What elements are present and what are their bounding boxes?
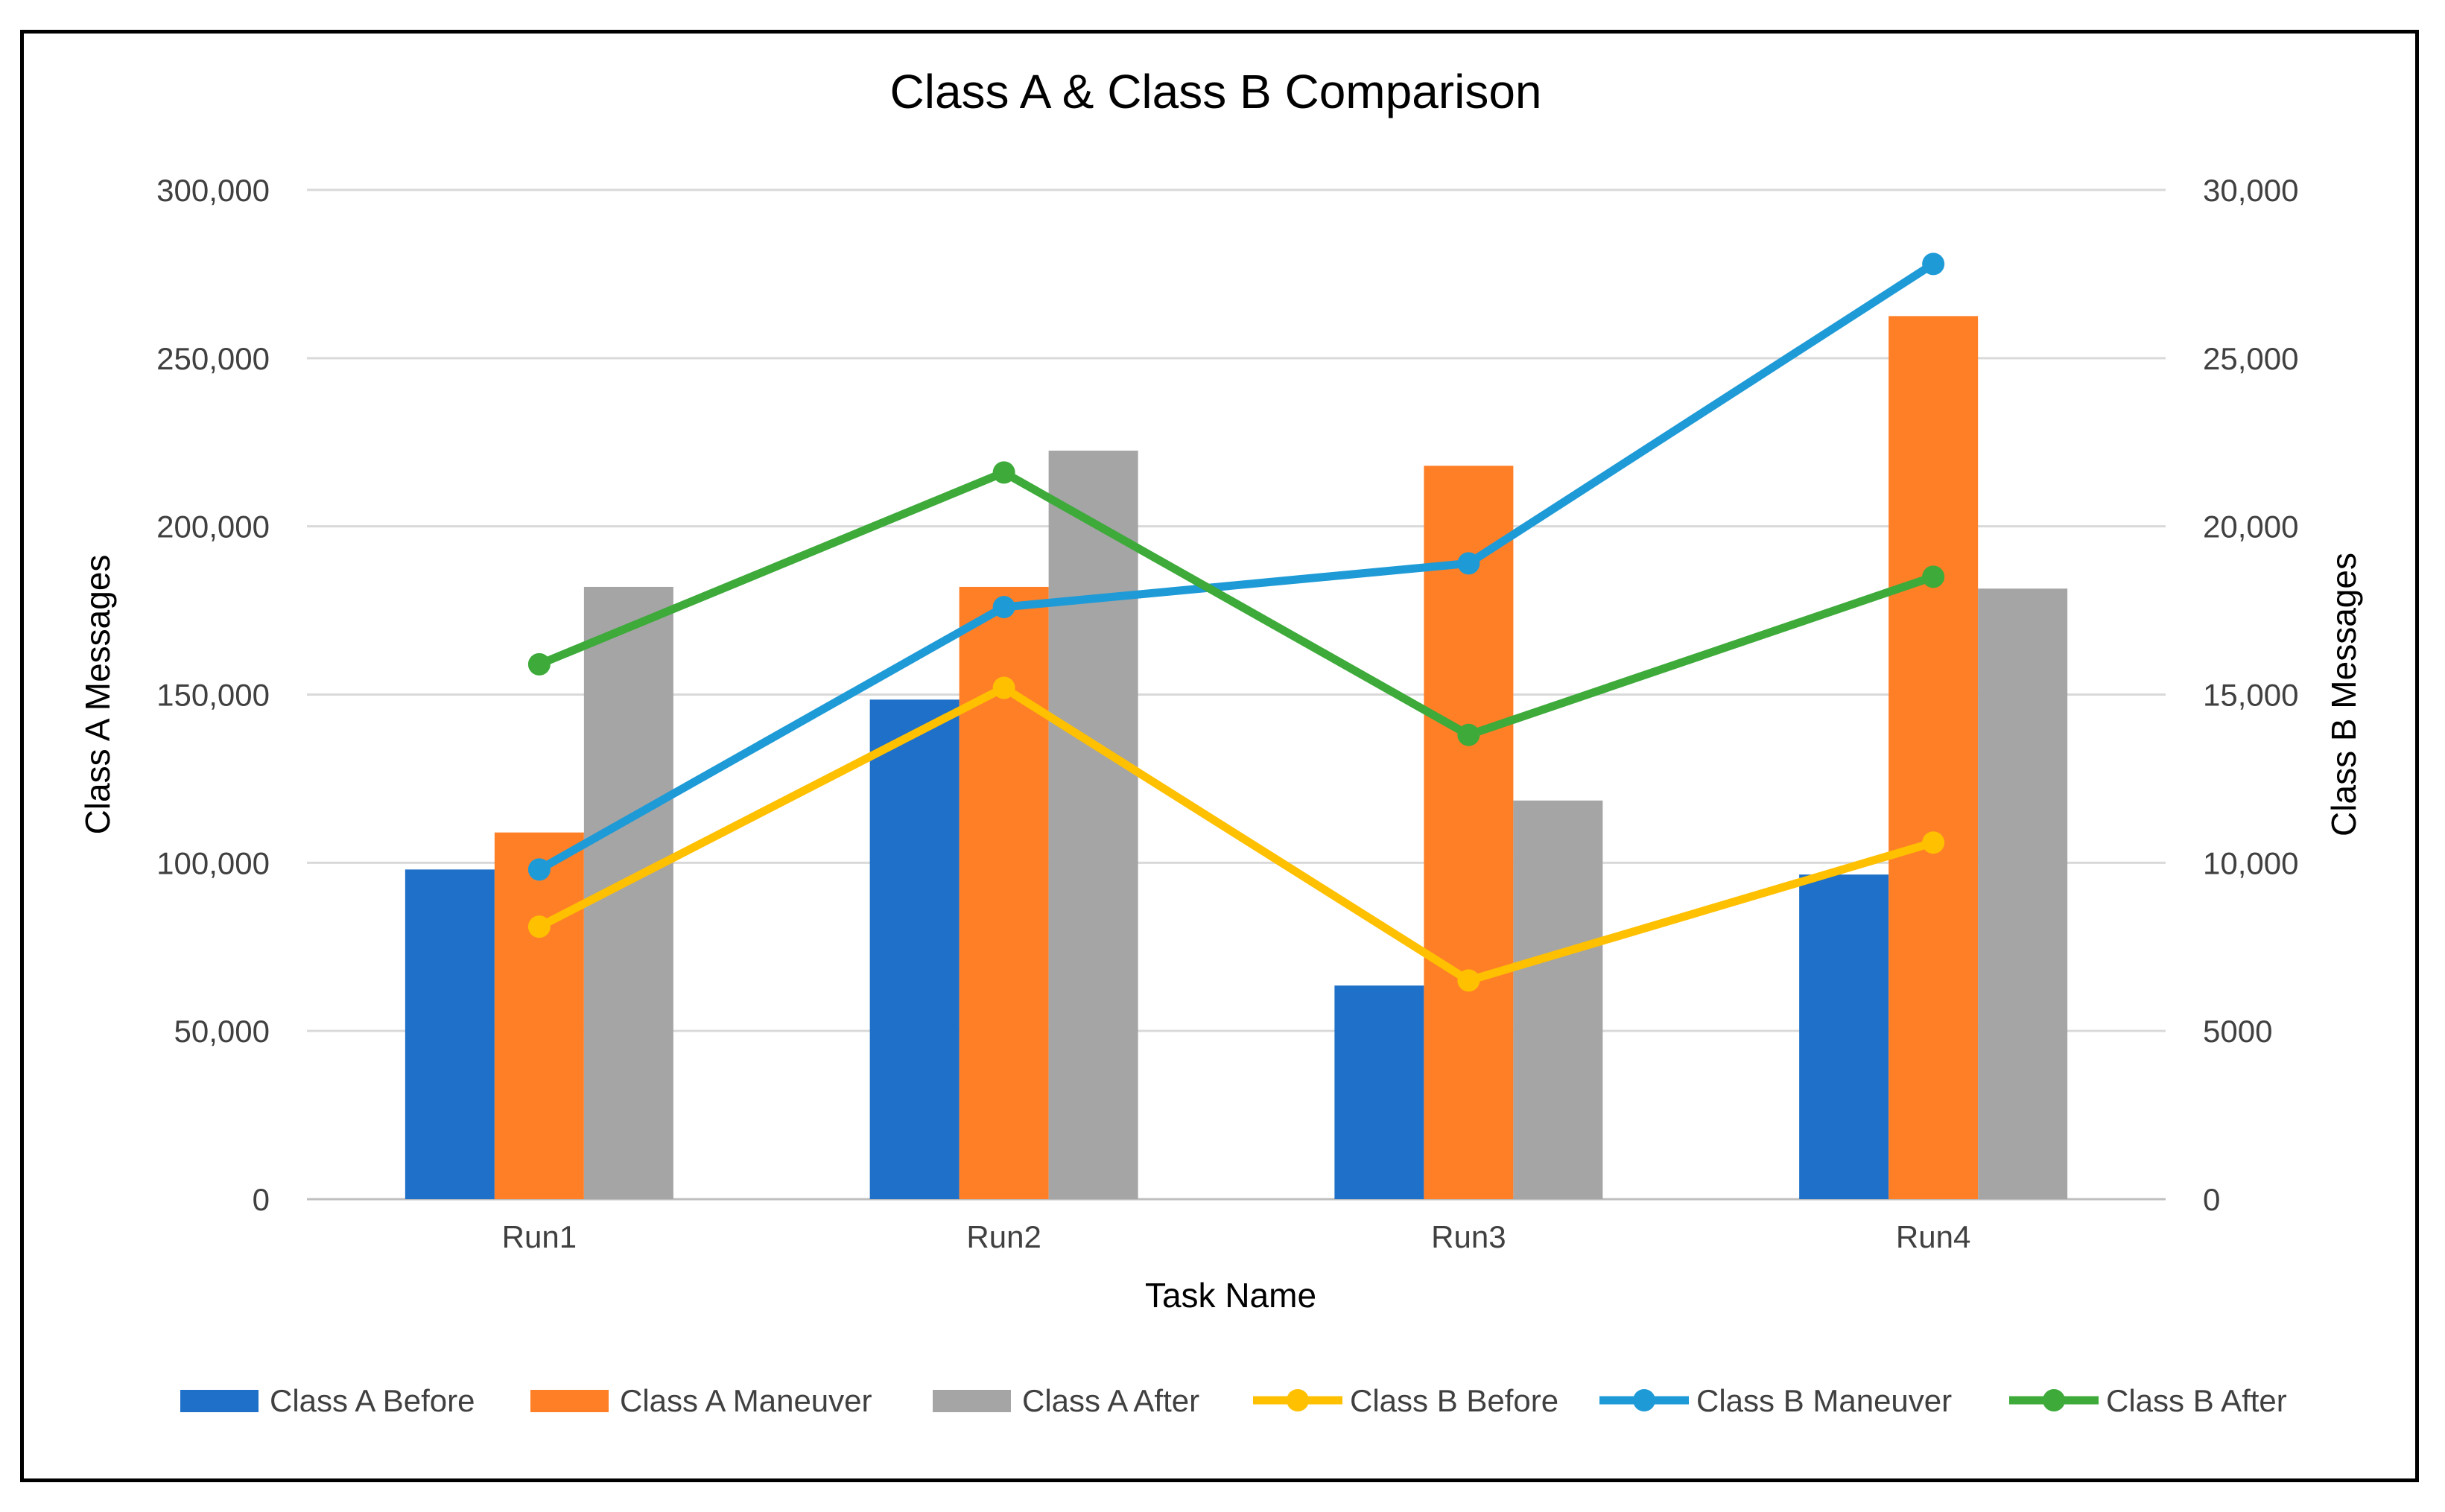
- chart-title: Class A & Class B Comparison: [890, 65, 1542, 118]
- y-right-tick-label: 0: [2203, 1182, 2220, 1217]
- x-axis-label: Task Name: [1145, 1276, 1316, 1315]
- bar-class-a-before: [1334, 985, 1424, 1199]
- legend-swatch-class-a-after: [933, 1390, 1011, 1412]
- legend-label-class-b-maneuver: Class B Maneuver: [1696, 1383, 1952, 1418]
- line-class-b-after: [535, 468, 1938, 740]
- line-series-group: [527, 252, 1945, 992]
- y-right-tick-label: 20,000: [2203, 509, 2298, 544]
- y-axis-left-label: Class A Messages: [78, 555, 117, 835]
- bar-class-a-maneuver: [1424, 466, 1514, 1199]
- legend-swatch-class-a-maneuver: [530, 1390, 609, 1412]
- marker-class-b-before: [1922, 831, 1945, 854]
- legend-label-class-b-after: Class B After: [2106, 1383, 2287, 1418]
- bar-class-a-before: [1799, 874, 1889, 1199]
- marker-class-b-before: [1457, 969, 1480, 992]
- marker-class-b-maneuver: [1922, 252, 1945, 276]
- marker-class-b-after: [992, 461, 1015, 484]
- y-right-tick-label: 10,000: [2203, 845, 2298, 880]
- bar-class-a-maneuver: [494, 832, 584, 1199]
- x-tick-label: Run3: [1431, 1219, 1506, 1254]
- legend-label-class-a-before: Class A Before: [270, 1383, 475, 1418]
- x-tick-label: Run4: [1896, 1219, 1970, 1254]
- y-right-tick-label: 25,000: [2203, 341, 2298, 376]
- line-class-b-before: [535, 683, 1938, 985]
- bar-class-a-after: [1513, 800, 1603, 1199]
- y-left-tick-label: 100,000: [156, 845, 270, 880]
- y-left-tick-label: 200,000: [156, 509, 270, 544]
- marker-class-b-maneuver: [1457, 552, 1480, 575]
- y-right-tick-label: 5000: [2203, 1014, 2272, 1049]
- marker-class-b-after: [1922, 565, 1945, 588]
- marker-class-b-before: [527, 915, 551, 938]
- x-tick-label: Run1: [502, 1219, 577, 1254]
- legend: Class A Before Class A Maneuver Class A Af…: [180, 1383, 2287, 1418]
- marker-class-b-after: [1457, 723, 1480, 746]
- marker-class-b-after: [527, 652, 551, 676]
- bar-class-a-after: [1978, 588, 2068, 1199]
- y-left-tick-label: 50,000: [174, 1014, 270, 1049]
- legend-swatch-class-a-before: [180, 1390, 259, 1412]
- marker-class-b-maneuver: [992, 596, 1015, 619]
- bar-class-a-before: [869, 699, 960, 1199]
- bar-series-group: [405, 316, 2068, 1199]
- bar-class-a-maneuver: [1889, 316, 1979, 1199]
- x-tick-label: Run2: [966, 1219, 1041, 1254]
- y-left-tick-label: 300,000: [156, 173, 270, 208]
- legend-label-class-a-after: Class A After: [1022, 1383, 1199, 1418]
- y-right-tick-label: 15,000: [2203, 678, 2298, 713]
- legend-label-class-a-maneuver: Class A Maneuver: [620, 1383, 872, 1418]
- marker-class-b-maneuver: [527, 858, 551, 881]
- y-right-tick-label: 30,000: [2203, 173, 2298, 208]
- y-left-tick-label: 250,000: [156, 341, 270, 376]
- y-axis-right-label: Class B Messages: [2324, 553, 2363, 836]
- legend-marker-class-b-before: [1287, 1389, 1309, 1411]
- marker-class-b-before: [992, 676, 1015, 699]
- legend-label-class-b-before: Class B Before: [1350, 1383, 1558, 1418]
- line-class-b-maneuver: [535, 259, 1938, 874]
- y-left-tick-label: 0: [253, 1182, 270, 1217]
- y-left-tick-label: 150,000: [156, 678, 270, 713]
- chart-frame: Class A & Class B Comparison Class A Mes…: [20, 30, 2419, 1482]
- legend-marker-class-b-maneuver: [1633, 1389, 1655, 1411]
- axis-ticks: 0 50,000 100,000 150,000 200,000 250,000 300,0…: [156, 173, 2298, 1254]
- chart-canvas: Class A & Class B Comparison Class A Mes…: [78, 65, 2363, 1418]
- legend-marker-class-b-after: [2043, 1389, 2065, 1411]
- bar-class-a-after: [1048, 451, 1138, 1199]
- bar-class-a-before: [405, 869, 495, 1199]
